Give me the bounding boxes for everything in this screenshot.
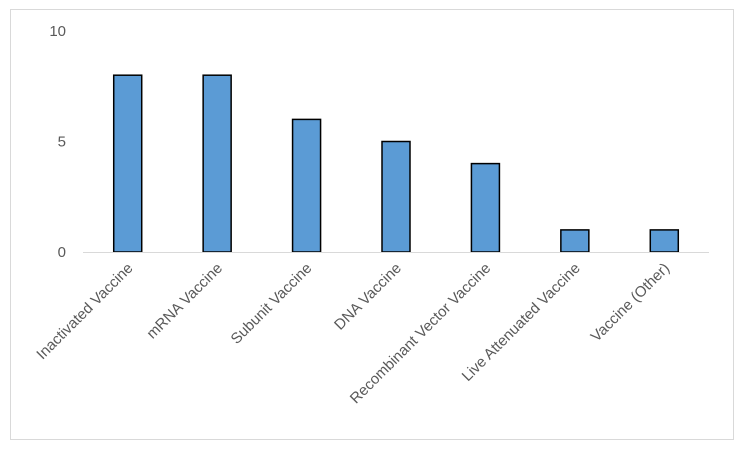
bar xyxy=(470,162,501,253)
y-tick-label: 10 xyxy=(49,23,66,40)
x-category-label: Vaccine (Other) xyxy=(588,260,674,346)
bar xyxy=(381,140,411,253)
y-tick-label: 0 xyxy=(58,244,66,261)
y-axis-ticks: 0 5 10 xyxy=(49,23,66,261)
bar xyxy=(560,229,590,253)
x-category-label: Subunit Vaccine xyxy=(228,260,316,348)
bar xyxy=(112,74,143,253)
x-category-label: Inactivated Vaccine xyxy=(33,260,136,363)
bar xyxy=(291,118,322,253)
bar xyxy=(649,229,680,253)
x-category-label: Recombinant Vector Vaccine xyxy=(347,260,494,407)
y-tick-label: 5 xyxy=(58,134,66,151)
bar xyxy=(202,74,232,253)
x-axis-labels: Inactivated Vaccine mRNA Vaccine Subunit V… xyxy=(33,260,673,407)
x-category-label: mRNA Vaccine xyxy=(143,260,226,343)
bars xyxy=(112,74,680,253)
x-category-label: DNA Vaccine xyxy=(331,260,405,334)
